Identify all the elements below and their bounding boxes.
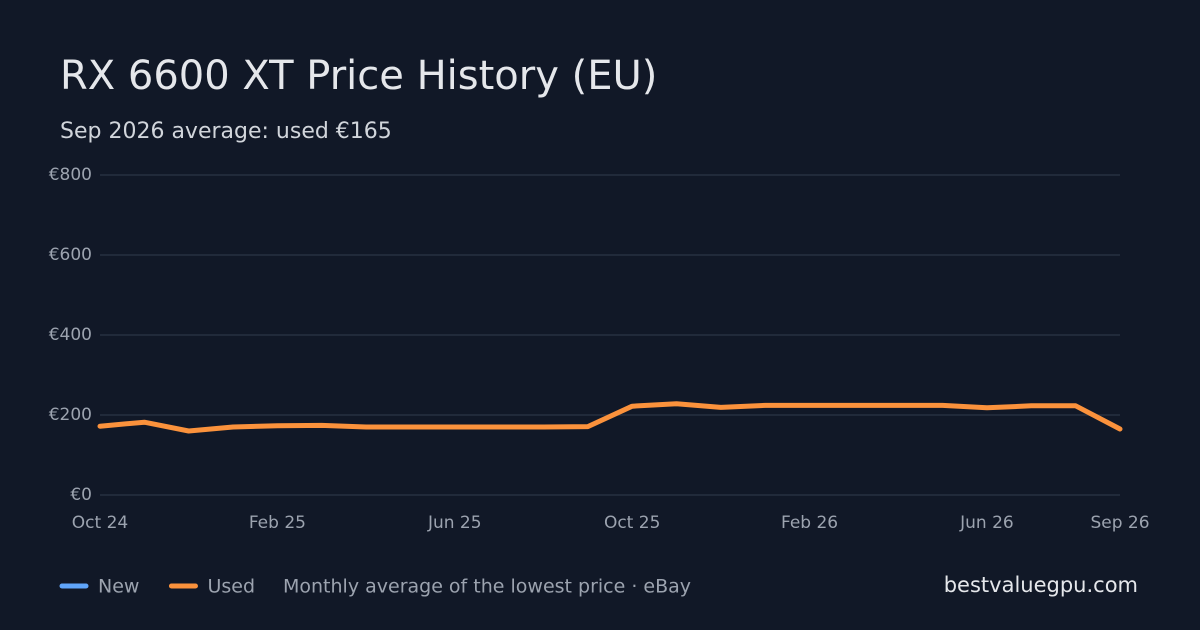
x-tick-label: Feb 25 xyxy=(249,513,306,533)
x-tick-label: Jun 25 xyxy=(427,513,482,533)
y-tick-label: €600 xyxy=(49,245,92,265)
legend-label: New xyxy=(98,576,139,598)
series-line xyxy=(97,401,1123,434)
note: Monthly average of the lowest price · eB… xyxy=(283,576,691,598)
chart-title: RX 6600 XT Price History (EU) xyxy=(60,53,657,99)
site-name: bestvaluegpu.com xyxy=(944,573,1138,597)
x-tick-label: Oct 24 xyxy=(72,513,128,533)
x-tick-label: Feb 26 xyxy=(781,513,838,533)
x-tick-label: Jun 26 xyxy=(959,513,1014,533)
chart-subtitle: Sep 2026 average: used €165 xyxy=(60,119,392,144)
x-tick-label: Oct 25 xyxy=(604,513,660,533)
x-tick-label: Sep 26 xyxy=(1090,513,1149,533)
legend-label: Used xyxy=(207,576,255,598)
y-tick-label: €200 xyxy=(49,405,92,425)
y-tick-label: €0 xyxy=(70,485,92,505)
y-tick-label: €800 xyxy=(49,165,92,185)
y-tick-label: €400 xyxy=(49,325,92,345)
